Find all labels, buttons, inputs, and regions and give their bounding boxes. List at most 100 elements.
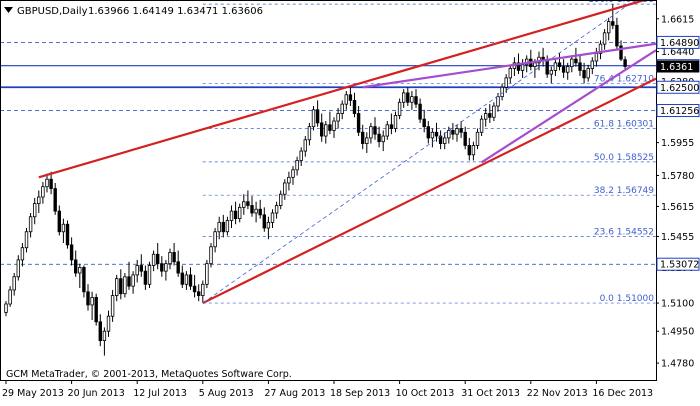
current-price-tag-box <box>657 60 699 73</box>
candle-body-27 <box>115 278 119 296</box>
candle-body-122 <box>504 77 508 88</box>
time-axis-label-9: 16 Dec 2013 <box>592 388 653 399</box>
candle-body-40 <box>168 251 172 265</box>
candle-body-48 <box>201 283 205 296</box>
time-axis-label-2: 12 Jul 2013 <box>133 388 187 399</box>
fib-level-label-6: 0.0 1.51000 <box>600 294 655 304</box>
candle-body-113 <box>467 145 471 156</box>
candle-body-135 <box>557 62 562 68</box>
time-axis: 29 May 2013 20 Jun 2013 12 Jul 2013 5 Aug 2… <box>2 380 653 399</box>
candle-body-97 <box>401 92 406 103</box>
candle-body-115 <box>475 131 480 146</box>
price-level-tag-2: 1.64890 <box>660 38 699 49</box>
candle-body-80 <box>332 120 336 131</box>
symbol-label: GBPUSD,Daily <box>17 6 88 17</box>
time-axis-label-5: 18 Sep 2013 <box>330 388 390 399</box>
candle-body-33 <box>139 265 143 272</box>
price-level-tag-box-1 <box>656 80 700 94</box>
price-level-tag-1: 1.62500 <box>660 83 699 94</box>
fib-level-label-1: 76.4 1.62710 <box>594 74 654 84</box>
candle-body-62 <box>258 208 262 216</box>
candle-body-134 <box>553 62 558 71</box>
candle-body-96 <box>397 101 402 116</box>
fib-level-label-5: 23.6 1.54552 <box>594 227 654 237</box>
candle-body-89 <box>369 126 373 139</box>
symbol-dropdown-icon[interactable] <box>4 7 13 13</box>
candle-body-38 <box>160 263 164 272</box>
candle-body-86 <box>356 113 361 133</box>
candle-body-118 <box>488 113 492 118</box>
candle-body-133 <box>549 69 553 75</box>
chart-header: GBPUSD,Daily 1.63966 1.64149 1.63471 1.6… <box>4 6 263 17</box>
candle-body-35 <box>147 265 152 285</box>
candle-body-107 <box>442 137 447 144</box>
candle-body-49 <box>205 263 209 285</box>
candle-body-45 <box>188 274 193 287</box>
candle-body-43 <box>180 272 184 285</box>
fib-level-label-3: 50.0 1.58525 <box>594 153 654 163</box>
candle-body-55 <box>229 210 234 221</box>
fib-level-label-0: 100.0 1.66930 <box>588 0 654 5</box>
candle-body-74 <box>307 126 312 141</box>
candle-body-110 <box>455 128 459 135</box>
candle-body-5 <box>24 231 29 249</box>
price-axis: 1.66151.64401.62801.61201.59551.57801.56… <box>656 14 700 370</box>
time-axis-label-6: 10 Oct 2013 <box>396 388 455 399</box>
candle-body-54 <box>225 220 230 233</box>
time-axis-label-8: 22 Nov 2013 <box>527 388 588 399</box>
candle-body-39 <box>164 263 168 272</box>
candle-body-23 <box>98 321 102 341</box>
candle-body-82 <box>340 103 344 114</box>
candle-body-44 <box>184 274 189 285</box>
candle-body-140 <box>578 62 582 71</box>
price-level-tag-3: 1.61256 <box>660 106 699 117</box>
candle-body-144 <box>594 53 599 62</box>
candle-body-2 <box>12 276 16 291</box>
candle-body-37 <box>155 253 160 265</box>
candle-body-51 <box>213 231 217 248</box>
candle-body-79 <box>328 124 332 131</box>
candle-body-41 <box>172 251 176 263</box>
time-axis-label-1: 20 Jun 2013 <box>68 388 125 399</box>
candle-body-46 <box>192 285 197 293</box>
candle-body-150 <box>619 45 623 60</box>
candle-body-65 <box>270 212 275 223</box>
price-level-tag-box-3 <box>656 104 700 118</box>
trendline-fib-diagonal <box>202 3 630 304</box>
candle-body-52 <box>217 221 221 233</box>
candle-body-99 <box>410 96 414 103</box>
candle-body-26 <box>110 295 115 317</box>
candle-body-95 <box>393 115 398 129</box>
candle-body-94 <box>389 124 394 129</box>
candle-body-7 <box>33 203 37 218</box>
candle-body-34 <box>143 270 148 285</box>
candle-body-9 <box>41 186 45 198</box>
time-axis-label-7: 31 Oct 2013 <box>461 388 520 399</box>
candle-body-83 <box>344 94 348 105</box>
trendline-channel-upper <box>38 0 649 179</box>
price-axis-label-4: 1.5955 <box>661 138 694 149</box>
candle-body-105 <box>434 131 439 137</box>
candle-body-63 <box>262 214 266 229</box>
price-axis-label-9: 1.5100 <box>661 299 694 310</box>
candle-body-103 <box>426 126 430 139</box>
candle-body-141 <box>582 69 586 79</box>
candle-body-143 <box>590 60 594 69</box>
price-axis-label-5: 1.5780 <box>661 171 694 182</box>
candle-body-78 <box>324 124 328 137</box>
candle-body-139 <box>574 58 578 64</box>
price-level-tag-box-4 <box>656 257 700 271</box>
candle-body-8 <box>37 196 41 205</box>
candle-body-147 <box>607 21 611 34</box>
fib-level-label-4: 38.2 1.56749 <box>594 186 654 196</box>
candle-body-75 <box>311 109 316 128</box>
candle-body-100 <box>414 96 418 105</box>
price-axis-label-0: 1.6615 <box>661 14 694 25</box>
candle-body-29 <box>123 276 127 295</box>
candle-body-81 <box>336 113 340 122</box>
candle-body-92 <box>381 135 385 143</box>
candle-body-66 <box>274 205 279 214</box>
price-level-tag-box-2 <box>656 35 700 49</box>
candle-body-70 <box>291 169 295 178</box>
candle-body-73 <box>303 139 307 152</box>
